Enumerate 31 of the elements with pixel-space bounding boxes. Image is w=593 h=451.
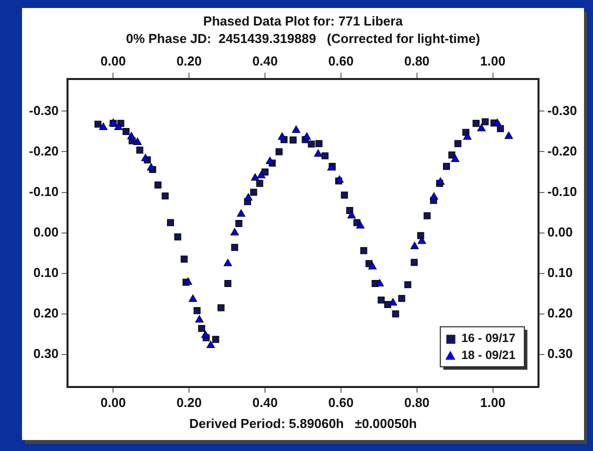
legend-label: 16 - 09/17 — [461, 331, 516, 346]
y2-tick-label: 0.20 — [547, 305, 573, 320]
x2-tick-label: 1.00 — [480, 54, 506, 69]
y-tick-label: -0.20 — [28, 143, 59, 158]
y2-tick-label: 0.10 — [547, 264, 573, 280]
x2-tick-label: 0.20 — [176, 54, 202, 69]
x-tick-label: 0.40 — [252, 395, 278, 410]
x-tick-label: 1.00 — [480, 395, 506, 410]
y-tick-label: -0.30 — [28, 102, 59, 118]
y-tick-label: 0.10 — [33, 264, 59, 280]
y-tick-label: 0.00 — [33, 224, 59, 240]
x2-tick-label: 0.60 — [328, 54, 354, 69]
y2-tick-label: -0.20 — [547, 143, 578, 158]
x-tick-label: 0.60 — [328, 395, 354, 410]
y-tick-label: 0.30 — [33, 346, 59, 361]
x-tick-label: 0.00 — [100, 395, 126, 410]
y2-tick-label: -0.30 — [547, 102, 578, 118]
x2-tick-label: 0.40 — [252, 54, 278, 69]
chart-subtitle: 0% Phase JD: 2451439.319889 (Corrected for light-time) — [126, 30, 480, 46]
y-tick-label: -0.10 — [28, 184, 59, 199]
x2-tick-label: 0.80 — [404, 54, 430, 69]
y2-tick-label: 0.30 — [547, 346, 573, 361]
y2-tick-label: 0.00 — [547, 224, 573, 240]
y-tick-label: 0.20 — [33, 305, 59, 320]
x2-tick-label: 0.00 — [100, 54, 126, 69]
y2-tick-label: -0.10 — [547, 184, 578, 199]
x-tick-label: 0.80 — [404, 395, 430, 410]
legend-label: 18 - 09/21 — [461, 348, 516, 362]
chart-title: Phased Data Plot for: 771 Libera — [203, 13, 404, 28]
x-axis-title: Derived Period: 5.89060h ±0.00050h — [189, 416, 417, 431]
x-tick-label: 0.20 — [176, 395, 202, 410]
